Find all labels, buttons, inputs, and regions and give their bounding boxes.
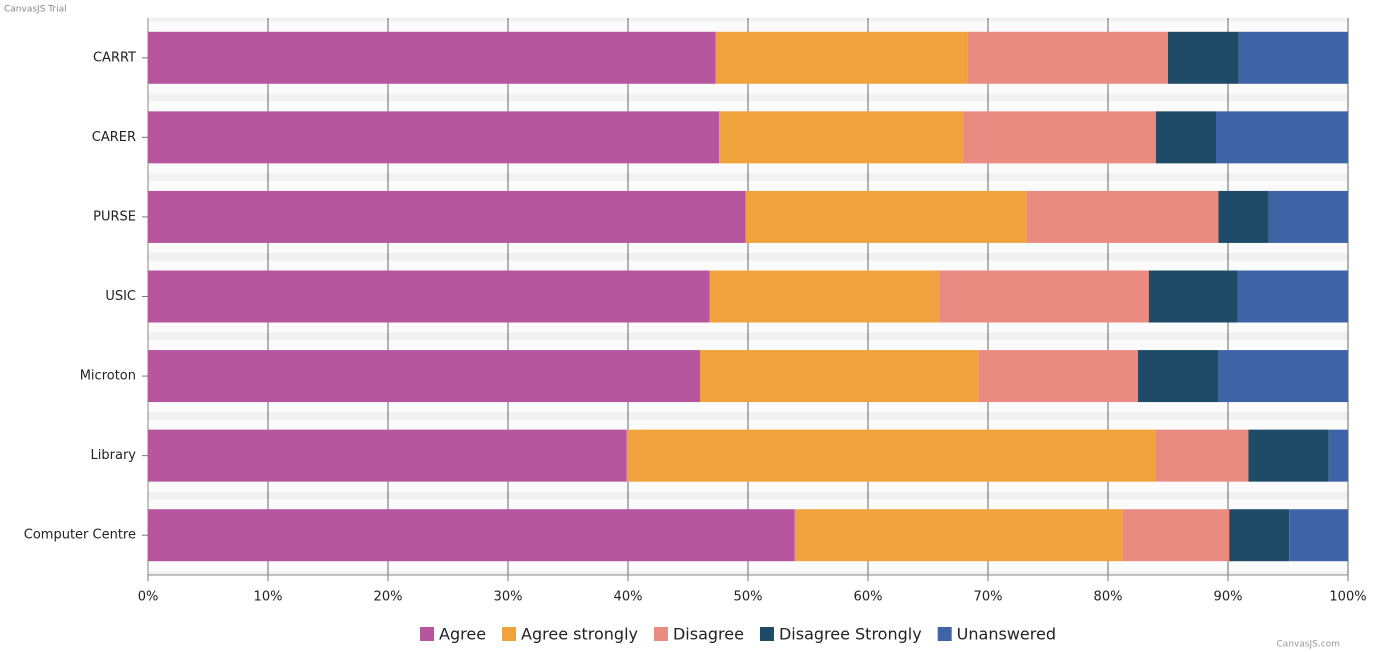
- bar-segment: [719, 111, 963, 164]
- bar-segment: [745, 190, 1027, 243]
- y-tick-label: CARER: [92, 130, 136, 145]
- bar-segment: [1229, 509, 1290, 562]
- x-tick-label: 90%: [1214, 590, 1243, 605]
- credit-bottom: CanvasJS.com: [1277, 640, 1340, 650]
- bar-segment: [1148, 270, 1238, 323]
- bar-segment: [1237, 270, 1348, 323]
- y-tick-label: Computer Centre: [24, 528, 136, 543]
- bar-segment: [967, 31, 1168, 84]
- bar-segment: [938, 270, 1149, 323]
- bar-segment: [1156, 111, 1216, 164]
- bar-segment: [709, 270, 939, 323]
- legend-swatch: [420, 627, 435, 641]
- bar-segment: [148, 509, 795, 562]
- bar-segment: [715, 31, 968, 84]
- legend-swatch: [759, 627, 774, 641]
- x-tick-label: 0%: [138, 590, 159, 605]
- legend: Agree Agree strongly Disagree Disagree Stro…: [420, 625, 1056, 644]
- legend-swatch: [937, 627, 952, 641]
- legend-label: Agree strongly: [521, 625, 638, 644]
- bar-segment: [148, 350, 700, 403]
- bar-segment: [1289, 509, 1348, 562]
- bar-segment: [1156, 429, 1249, 482]
- legend-label: Unanswered: [957, 625, 1056, 644]
- legend-swatch: [653, 627, 668, 641]
- x-tick-label: 70%: [974, 590, 1003, 605]
- bar-segment: [962, 111, 1156, 164]
- bar-segment: [794, 509, 1123, 562]
- bar-segment: [1216, 111, 1348, 164]
- legend-label: Agree: [439, 625, 486, 644]
- x-tick-label: 40%: [614, 590, 643, 605]
- bar-segment: [978, 350, 1138, 403]
- credit-top: CanvasJS Trial: [4, 5, 67, 15]
- bar-segment: [1248, 429, 1329, 482]
- x-tick-label: 30%: [494, 590, 523, 605]
- bar-segment: [1138, 350, 1219, 403]
- x-tick-label: 10%: [254, 590, 283, 605]
- bar-segment: [148, 111, 720, 164]
- bar-segment: [1218, 190, 1269, 243]
- bar-segment: [700, 350, 979, 403]
- legend-label: Disagree: [673, 625, 744, 644]
- bar-segment: [1268, 190, 1348, 243]
- x-tick-label: 80%: [1094, 590, 1123, 605]
- bar-segment: [1218, 350, 1348, 403]
- y-tick-label: Library: [91, 448, 137, 463]
- bar-segment: [148, 270, 710, 323]
- bar-segment: [1026, 190, 1219, 243]
- y-tick-label: Microton: [80, 369, 136, 384]
- bar-segment: [1122, 509, 1230, 562]
- x-tick-label: 20%: [374, 590, 403, 605]
- bar-segment: [1328, 429, 1348, 482]
- x-tick-label: 50%: [734, 590, 763, 605]
- x-tick-label: 60%: [854, 590, 883, 605]
- legend-label: Disagree Strongly: [779, 625, 922, 644]
- bar-segment: [148, 31, 716, 84]
- y-tick-label: CARRT: [93, 50, 136, 65]
- legend-swatch: [502, 627, 517, 641]
- bar-segment: [148, 429, 627, 482]
- bar-segment: [1238, 31, 1348, 84]
- bar-segment: [626, 429, 1156, 482]
- bar-segment: [1168, 31, 1239, 84]
- y-tick-label: USIC: [105, 289, 136, 304]
- y-tick-label: PURSE: [93, 209, 136, 224]
- bar-segment: [148, 190, 746, 243]
- x-tick-label: 100%: [1329, 590, 1366, 605]
